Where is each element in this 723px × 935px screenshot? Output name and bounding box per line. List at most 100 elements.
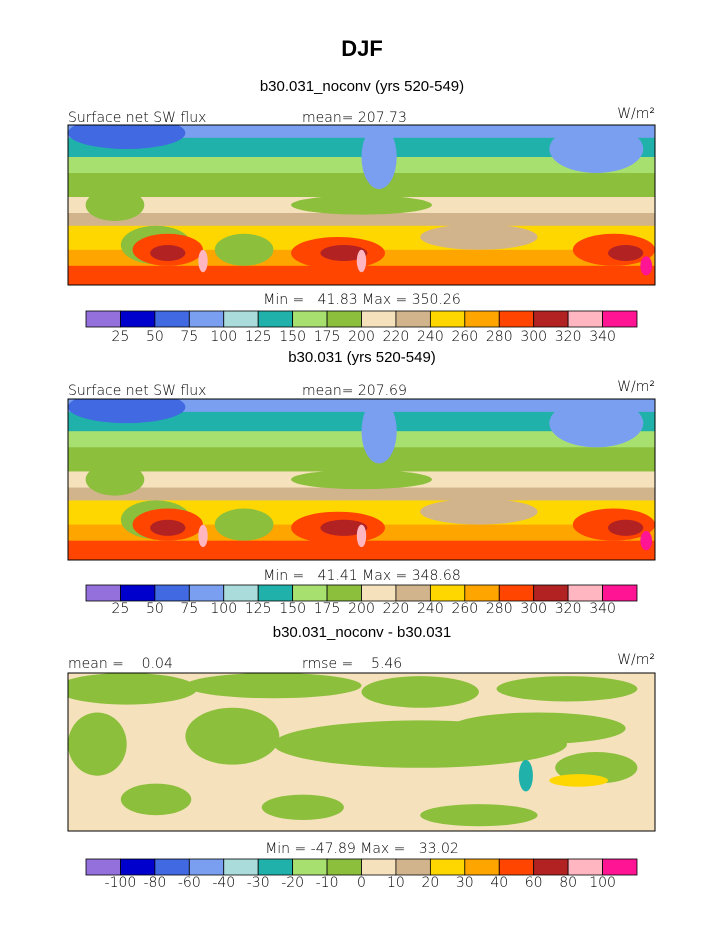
map-blob [68, 673, 198, 705]
colorbar-box [464, 584, 500, 602]
colorbar-label: 280 [486, 601, 513, 617]
map-blob [549, 125, 644, 173]
colorbar-label: 20 [421, 875, 439, 891]
colorbar-label: 240 [417, 601, 444, 617]
map [67, 672, 656, 832]
map-blob [420, 224, 538, 250]
map-blob [608, 245, 644, 261]
colorbar-box [602, 310, 638, 328]
colorbar-label: 300 [520, 601, 547, 617]
colorbar-label: -80 [143, 875, 166, 891]
field-label: mean = 0.04 [68, 656, 173, 672]
map-band [68, 173, 655, 198]
map-blob [361, 399, 397, 464]
colorbar-label: 320 [555, 329, 582, 345]
map-blob [214, 233, 274, 266]
colorbar-box [120, 858, 156, 876]
colorbar-box [223, 310, 259, 328]
colorbar-box [567, 584, 603, 602]
colorbar-label: 100 [210, 601, 237, 617]
colorbar-box [498, 584, 535, 602]
map-blob [120, 783, 192, 816]
stat-label: mean= 207.73 [302, 110, 407, 126]
colorbar-label: 30 [456, 875, 474, 891]
map-blob [198, 524, 208, 548]
stat-label: rmse = 5.46 [302, 656, 402, 672]
map-blob [608, 519, 644, 536]
colorbar-box [602, 858, 638, 876]
colorbar-box [464, 310, 500, 328]
colorbar-label: -30 [247, 875, 270, 891]
colorbar-label: 260 [451, 601, 478, 617]
map-blob [291, 469, 432, 490]
map-blob [356, 524, 367, 548]
colorbar-label: 25 [112, 329, 130, 345]
map-blob [549, 399, 644, 448]
map-blob [640, 531, 653, 551]
panel-subtitle: b30.031_noconv (yrs 520-549) [260, 78, 464, 95]
colorbar-label: 280 [486, 329, 513, 345]
map-blob [361, 125, 397, 189]
map-band [68, 157, 655, 174]
colorbar-box [85, 858, 121, 876]
field-label: Surface net SW flux [68, 383, 206, 399]
colorbar-label: 220 [383, 329, 410, 345]
map-blob [198, 249, 208, 273]
colorbar-label: 175 [314, 601, 341, 617]
colorbar-label: 0 [357, 875, 366, 891]
map-band [68, 399, 655, 413]
colorbar-box [292, 584, 328, 602]
map-band [68, 125, 655, 139]
units-label: W/m² [617, 106, 655, 122]
map-blob [68, 125, 186, 149]
panel-subtitle: b30.031_noconv - b30.031 [273, 624, 451, 641]
colorbar-box [567, 858, 603, 876]
colorbar-label: 150 [279, 329, 306, 345]
colorbar-label: 340 [589, 329, 616, 345]
map-blob [496, 676, 638, 702]
colorbar-label: 175 [314, 329, 341, 345]
map-blob [68, 399, 186, 424]
map-band [68, 411, 655, 433]
field-label: Surface net SW flux [68, 110, 206, 126]
map-blob [449, 712, 626, 745]
colorbar-box [154, 584, 190, 602]
colorbar-box [326, 310, 362, 328]
map [67, 398, 656, 561]
colorbar-label: 50 [146, 329, 164, 345]
colorbar-box [429, 584, 466, 602]
figure-title: DJF [341, 36, 383, 61]
colorbar-box [257, 310, 294, 328]
colorbar-label: 320 [555, 601, 582, 617]
map-blob [261, 794, 344, 820]
colorbar-box [326, 584, 362, 602]
colorbar-box [120, 310, 156, 328]
colorbar-label: -100 [105, 875, 137, 891]
panel-subtitle: b30.031 (yrs 520-549) [288, 349, 436, 366]
map-blob [85, 463, 145, 496]
colorbar-label: 75 [180, 601, 198, 617]
colorbar-box [85, 584, 121, 602]
colorbar-box [120, 584, 156, 602]
map-band [68, 137, 655, 158]
colorbar-box [361, 310, 397, 328]
units-label: W/m² [617, 379, 655, 395]
colorbar-box [498, 310, 535, 328]
colorbar-box [602, 584, 638, 602]
colorbar-box [361, 858, 397, 876]
colorbar-box [257, 584, 294, 602]
units-label: W/m² [617, 652, 655, 668]
map-blob [150, 519, 186, 536]
map-field [68, 673, 655, 831]
colorbar-label: 75 [180, 329, 198, 345]
colorbar-box [464, 858, 500, 876]
range-label: Min = 41.41 Max = 348.68 [263, 568, 460, 584]
colorbar-box [257, 858, 294, 876]
colorbar-label: 260 [451, 329, 478, 345]
map-band [68, 431, 655, 449]
map-blob [185, 707, 280, 765]
colorbar-label: 25 [112, 601, 130, 617]
map-frame [67, 398, 656, 561]
map-frame [67, 672, 656, 832]
colorbar-label: 10 [387, 875, 405, 891]
